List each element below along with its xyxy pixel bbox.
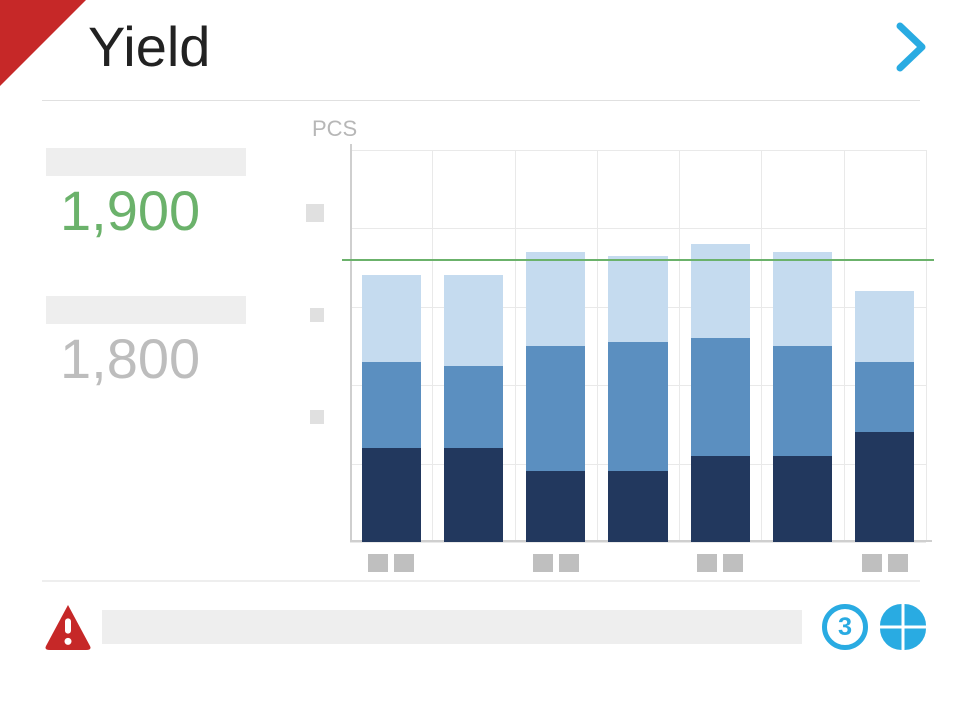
chart-bar-segment	[444, 275, 503, 365]
chart-bar-segment	[691, 338, 750, 456]
yield-stacked-bar-chart	[350, 150, 926, 542]
chart-bar-segment	[855, 362, 914, 433]
chart-bar-segment	[691, 456, 750, 542]
chart-bar-segment	[444, 448, 503, 542]
chart-bar-segment	[773, 456, 832, 542]
chart-bar-segment	[855, 432, 914, 542]
x-category-placeholder	[697, 554, 717, 572]
footer-message-placeholder	[102, 610, 802, 644]
chart-bar	[444, 275, 503, 542]
kpi-label-placeholder	[46, 148, 246, 176]
kpi-value: 1,800	[60, 326, 200, 391]
notification-count-badge[interactable]: 3	[822, 604, 868, 650]
chart-bar-segment	[773, 346, 832, 456]
page-title: Yield	[88, 14, 210, 79]
x-category-placeholder	[723, 554, 743, 572]
y-tick-placeholder	[310, 410, 324, 424]
dashboard-grid-icon[interactable]	[880, 604, 926, 655]
chart-bar-segment	[444, 366, 503, 448]
chart-bar	[691, 244, 750, 542]
header-divider	[42, 100, 920, 101]
alert-icon[interactable]	[44, 602, 92, 655]
x-category-placeholder	[394, 554, 414, 572]
chart-bar-segment	[855, 291, 914, 362]
chart-bar	[855, 291, 914, 542]
chart-bar	[773, 252, 832, 542]
chart-bar	[526, 252, 585, 542]
chart-bar-segment	[526, 346, 585, 471]
x-category-placeholder	[559, 554, 579, 572]
chart-bar-segment	[362, 362, 421, 448]
corner-accent	[0, 0, 86, 86]
x-category-placeholder	[862, 554, 882, 572]
next-chevron-icon[interactable]	[896, 22, 926, 77]
chart-bar-segment	[608, 471, 667, 542]
chart-bar-segment	[773, 252, 832, 346]
chart-bar	[608, 256, 667, 542]
chart-bar-segment	[608, 342, 667, 471]
x-category-placeholder	[888, 554, 908, 572]
chart-bar-segment	[526, 252, 585, 346]
notification-count-value: 3	[838, 613, 852, 642]
chart-bar-segment	[608, 256, 667, 342]
chart-bar	[362, 275, 421, 542]
chart-unit-label: PCS	[312, 116, 357, 142]
y-tick-placeholder	[310, 308, 324, 322]
chart-bar-segment	[526, 471, 585, 542]
chart-bar-segment	[362, 448, 421, 542]
kpi-value: 1,900	[60, 178, 200, 243]
chart-bar-segment	[362, 275, 421, 361]
chart-reference-line	[342, 259, 934, 261]
y-tick-placeholder	[306, 204, 324, 222]
x-category-placeholder	[533, 554, 553, 572]
footer-divider	[42, 580, 920, 582]
kpi-label-placeholder	[46, 296, 246, 324]
x-category-placeholder	[368, 554, 388, 572]
